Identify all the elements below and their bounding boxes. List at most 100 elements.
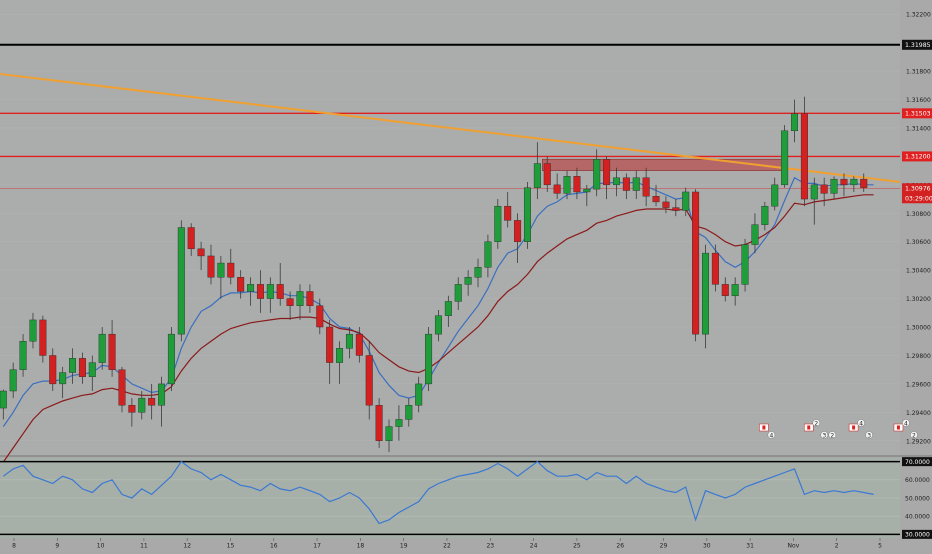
horizontal-levels: [0, 43, 900, 189]
price-tick-label: 1.30200: [906, 296, 931, 303]
candle: [227, 248, 235, 285]
countdown-label: 03:29:00: [905, 195, 932, 202]
osc-tick-label: 70.0000: [905, 459, 930, 466]
candle-body: [543, 163, 551, 186]
level-tag-label: 1.31200: [905, 154, 931, 161]
level-tag-bg: [902, 39, 932, 50]
candle-body: [603, 159, 611, 186]
candle: [326, 319, 334, 384]
candle: [39, 315, 47, 363]
candle-body: [741, 244, 749, 285]
candle: [800, 96, 808, 207]
candle: [721, 277, 729, 302]
candle: [158, 376, 166, 427]
candle: [59, 366, 67, 399]
candle: [682, 187, 690, 217]
price-axis: 1.322001.318001.316001.314001.310001.308…: [906, 12, 931, 446]
candle-body: [682, 191, 690, 211]
candle-body: [19, 341, 27, 370]
candle-body: [39, 319, 47, 356]
moving-averages: [2, 176, 874, 463]
candle-body: [207, 255, 215, 278]
candle: [761, 201, 769, 231]
right-axis: [900, 0, 932, 550]
event-marker: 43: [848, 419, 873, 440]
candle-body: [454, 284, 462, 302]
time-tick-label: 5: [878, 543, 882, 550]
candle: [850, 176, 858, 192]
candle-body: [237, 277, 245, 292]
event-marker: 42: [893, 419, 918, 440]
candle: [563, 170, 571, 200]
candle-body: [791, 113, 799, 132]
candle-body: [266, 284, 274, 299]
event-badge: [767, 431, 776, 439]
candle: [464, 270, 472, 296]
price-tick-label: 1.29200: [906, 438, 931, 445]
candle-body: [622, 177, 630, 191]
candle: [810, 177, 818, 225]
candle-body: [276, 284, 284, 299]
event-badge: [865, 431, 873, 439]
candle-body: [514, 220, 522, 242]
event-badge-label: 2: [830, 433, 834, 440]
candle-body: [425, 333, 433, 385]
level-tag-bg: [902, 108, 932, 119]
candle: [88, 355, 96, 392]
candle-body: [553, 184, 561, 194]
candle: [791, 99, 799, 143]
candle: [533, 142, 541, 200]
bottom-axis: [0, 538, 932, 550]
time-tick-label: 23: [486, 543, 494, 550]
candle-body: [247, 284, 255, 292]
candle-body: [781, 130, 789, 186]
candle-body: [256, 284, 264, 299]
candle: [711, 244, 719, 292]
candle-body: [227, 262, 235, 278]
candle: [0, 389, 7, 420]
current-price-tag-bg: [902, 183, 932, 204]
candle: [652, 184, 660, 207]
osc-tag-bg: [902, 457, 932, 467]
candle: [69, 348, 77, 384]
candle: [316, 298, 324, 335]
event-flag-mark: [896, 425, 900, 430]
candle: [622, 173, 630, 200]
candle: [751, 213, 759, 254]
event-badge: [857, 419, 865, 427]
fast-moving-average: [2, 176, 874, 427]
candle: [415, 376, 423, 413]
candle-body: [29, 319, 37, 342]
candle-body: [128, 405, 136, 413]
candle-body: [158, 383, 166, 406]
level-tag-bg: [902, 151, 932, 162]
candle: [98, 327, 106, 370]
candle: [632, 170, 640, 200]
event-badge-label: 3: [867, 433, 871, 440]
candle-body: [642, 177, 650, 197]
candle-body: [583, 188, 591, 193]
candle: [474, 258, 482, 288]
candle-body: [197, 248, 205, 257]
level-tag-label: 1.31503: [905, 111, 931, 118]
candle: [405, 398, 413, 427]
candle: [741, 238, 749, 292]
event-badge-label: 4: [859, 421, 863, 428]
candle-body: [672, 207, 680, 211]
candle: [385, 419, 393, 453]
candle-body: [395, 419, 403, 427]
candle-body: [217, 262, 225, 278]
grid-lines: [0, 13, 900, 442]
candle: [444, 295, 452, 328]
candle-body: [593, 159, 601, 190]
candle: [504, 191, 512, 228]
time-tick-label: 19: [400, 543, 408, 550]
candle-body: [59, 372, 67, 385]
candle: [276, 263, 284, 306]
price-tick-label: 1.30000: [906, 325, 931, 332]
candle: [553, 173, 561, 200]
candle: [187, 223, 195, 256]
candle-body: [751, 224, 759, 245]
